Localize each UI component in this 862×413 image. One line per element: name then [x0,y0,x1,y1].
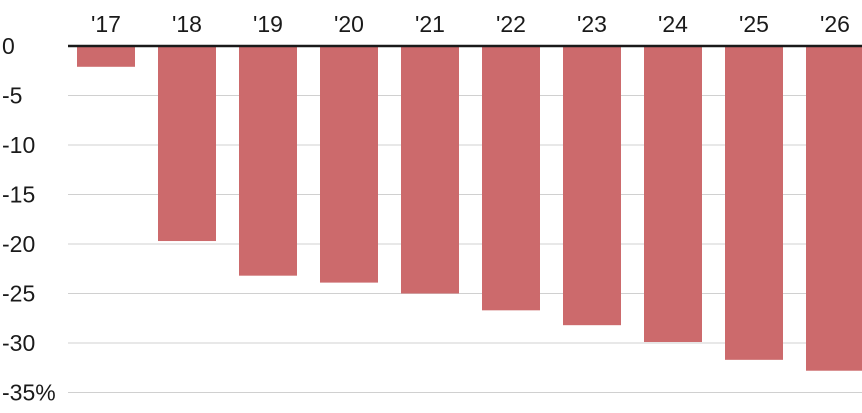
y-tick-label: -20 [2,231,35,257]
x-tick-label: '24 [658,11,688,37]
bar [644,46,702,343]
bar [77,46,135,67]
x-tick-label: '18 [172,11,202,37]
bar [563,46,621,326]
y-tick-label: -10 [2,132,35,158]
x-tick-label: '26 [820,11,850,37]
y-tick-label: -30 [2,330,35,356]
x-tick-label: '21 [415,11,445,37]
x-axis-ticks: '17 '18 '19 '20 '21 '22 '23 '24 '25 '26 [91,11,850,37]
bar [320,46,378,283]
y-tick-label: -25 [2,281,35,307]
x-tick-label: '22 [496,11,526,37]
x-tick-label: '25 [739,11,769,37]
x-tick-label: '17 [91,11,121,37]
bar [401,46,459,294]
x-tick-label: '20 [334,11,364,37]
y-axis-ticks: 0 -5 -10 -15 -20 -25 -30 -35% [2,33,56,406]
bar [725,46,783,360]
y-tick-label: 0 [2,33,15,59]
x-tick-label: '19 [253,11,283,37]
bar [806,46,862,371]
y-tick-label: -35% [2,380,56,406]
y-tick-label: -15 [2,182,35,208]
x-tick-label: '23 [577,11,607,37]
bar [482,46,540,311]
bar [158,46,216,242]
y-tick-label: -5 [2,83,22,109]
bar-series [77,46,862,371]
bar [239,46,297,276]
